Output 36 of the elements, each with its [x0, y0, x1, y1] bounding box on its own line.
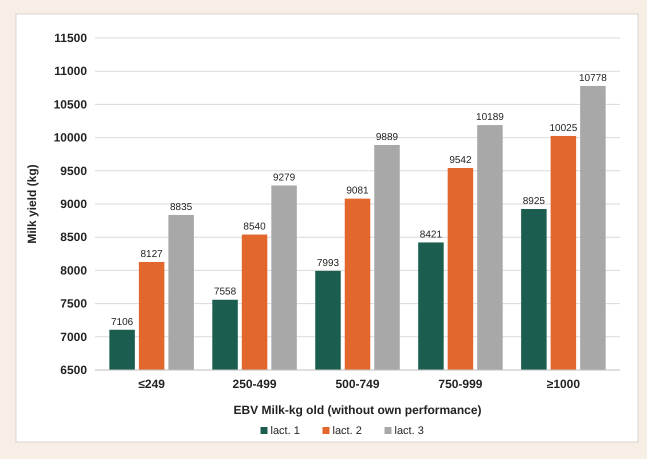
data-label: 7106 [110, 316, 134, 328]
data-label: 9542 [449, 155, 472, 166]
x-tick-label: 750-999 [438, 377, 483, 391]
y-tick-label: 8000 [60, 263, 88, 278]
data-label: 7558 [214, 286, 237, 298]
data-label: 8127 [140, 248, 164, 260]
y-tick-label: 7000 [60, 330, 88, 344]
x-tick-label: 250-499 [232, 377, 277, 391]
y-tick-label: 11500 [54, 31, 88, 45]
data-label: 9081 [346, 186, 370, 197]
legend-label: lact. 1 [270, 425, 300, 437]
legend-label: lact. 3 [394, 425, 424, 437]
data-label: 8540 [243, 222, 266, 233]
data-label: 9279 [272, 172, 296, 184]
data-label: 9889 [376, 132, 399, 143]
data-label: 7993 [316, 258, 340, 269]
x-tick-label: ≥1000 [546, 377, 580, 391]
data-label: 10778 [578, 72, 608, 84]
y-tick-label: 9000 [60, 197, 88, 211]
y-tick-label: 10000 [54, 130, 88, 145]
y-tick-label: 8500 [60, 230, 88, 244]
y-tick-label: 7500 [60, 296, 88, 311]
y-tick-label: 9500 [60, 164, 88, 178]
data-label: 10025 [549, 122, 578, 134]
data-label: 8421 [420, 229, 442, 240]
data-label: 8925 [522, 196, 546, 207]
data-label: 8835 [170, 202, 193, 213]
data-label: 10189 [476, 112, 504, 124]
y-tick-label: 11000 [54, 64, 88, 78]
y-tick-label: 10500 [54, 97, 88, 112]
y-tick-label: 6500 [60, 363, 88, 377]
x-tick-label: ≤249 [138, 377, 166, 391]
x-tick-label: 500-749 [335, 377, 380, 391]
legend-label: lact. 2 [332, 425, 362, 437]
y-axis-title: Milk yield (kg) [25, 164, 39, 244]
x-axis-title: EBV Milk-kg old (without own performance) [233, 403, 482, 417]
